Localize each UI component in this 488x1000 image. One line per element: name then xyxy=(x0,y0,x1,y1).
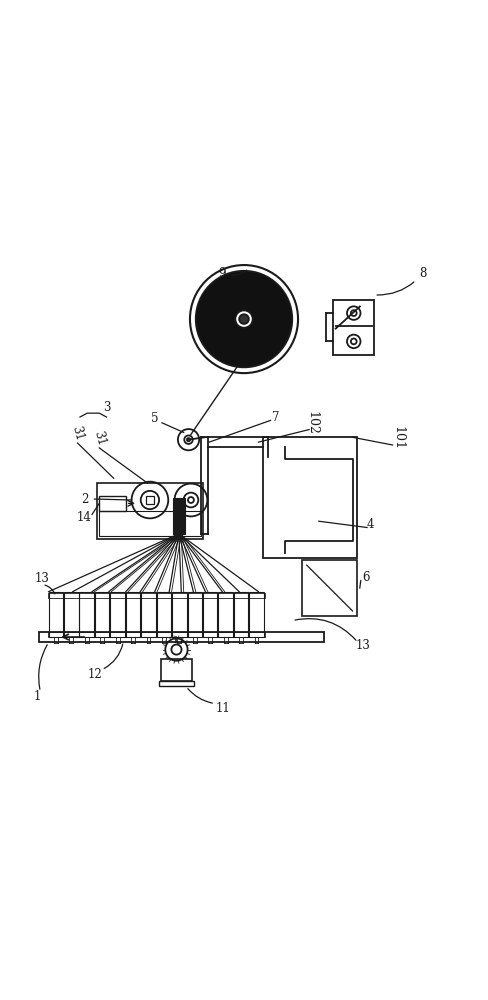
Bar xyxy=(48,593,64,598)
Bar xyxy=(48,632,64,637)
Text: 9: 9 xyxy=(219,267,246,280)
Bar xyxy=(161,659,192,681)
Bar xyxy=(141,592,156,637)
Bar xyxy=(79,632,95,637)
Bar xyxy=(171,632,187,637)
Bar xyxy=(97,483,203,539)
Text: 14: 14 xyxy=(77,511,91,524)
Bar xyxy=(64,592,79,637)
Bar xyxy=(233,632,249,637)
Bar xyxy=(95,592,109,637)
Text: 8: 8 xyxy=(377,267,426,295)
Bar xyxy=(202,593,219,598)
Bar xyxy=(156,632,172,637)
Bar xyxy=(203,592,218,637)
Bar xyxy=(99,511,201,536)
Text: 7: 7 xyxy=(272,411,279,424)
Bar xyxy=(219,592,233,637)
Text: 6: 6 xyxy=(362,571,369,584)
Text: 102: 102 xyxy=(305,411,318,435)
Bar xyxy=(218,593,234,598)
Bar xyxy=(173,498,185,534)
Bar xyxy=(156,593,172,598)
Bar xyxy=(248,593,265,598)
Bar xyxy=(234,592,248,637)
Bar xyxy=(125,632,141,637)
Bar xyxy=(264,437,357,558)
Bar xyxy=(248,632,265,637)
Bar xyxy=(94,593,110,598)
Bar xyxy=(99,496,126,511)
Text: 1: 1 xyxy=(34,690,41,703)
Bar xyxy=(186,632,203,637)
Text: 4: 4 xyxy=(366,518,374,531)
Text: 3: 3 xyxy=(103,401,110,414)
Bar xyxy=(172,592,186,637)
Text: 12: 12 xyxy=(88,668,103,681)
Bar xyxy=(79,593,95,598)
Bar xyxy=(109,632,126,637)
Text: 11: 11 xyxy=(215,702,230,715)
Bar xyxy=(249,592,264,637)
Bar xyxy=(157,592,171,637)
Bar xyxy=(233,593,249,598)
Bar xyxy=(49,592,63,637)
Bar xyxy=(202,632,219,637)
Text: 101: 101 xyxy=(392,426,405,450)
Bar xyxy=(39,632,324,642)
Bar xyxy=(333,300,374,355)
Bar xyxy=(63,632,80,637)
Circle shape xyxy=(196,271,292,367)
Bar xyxy=(186,593,203,598)
Bar xyxy=(140,593,157,598)
Bar xyxy=(125,593,141,598)
Bar xyxy=(63,593,80,598)
Bar xyxy=(80,592,94,637)
Bar xyxy=(109,593,126,598)
Bar xyxy=(94,632,110,637)
Bar xyxy=(302,560,357,616)
Text: 2: 2 xyxy=(81,493,88,506)
Bar xyxy=(110,592,125,637)
Bar xyxy=(146,496,154,504)
Bar xyxy=(126,592,140,637)
Text: 31: 31 xyxy=(69,425,86,442)
Circle shape xyxy=(239,314,249,324)
Text: 5: 5 xyxy=(151,412,159,425)
Circle shape xyxy=(235,310,253,328)
Text: 31: 31 xyxy=(91,430,107,448)
Text: 13: 13 xyxy=(35,572,50,585)
Bar xyxy=(218,632,234,637)
Bar xyxy=(187,592,202,637)
Bar xyxy=(159,681,194,686)
Bar xyxy=(140,632,157,637)
Bar xyxy=(171,593,187,598)
Text: 13: 13 xyxy=(355,639,370,652)
